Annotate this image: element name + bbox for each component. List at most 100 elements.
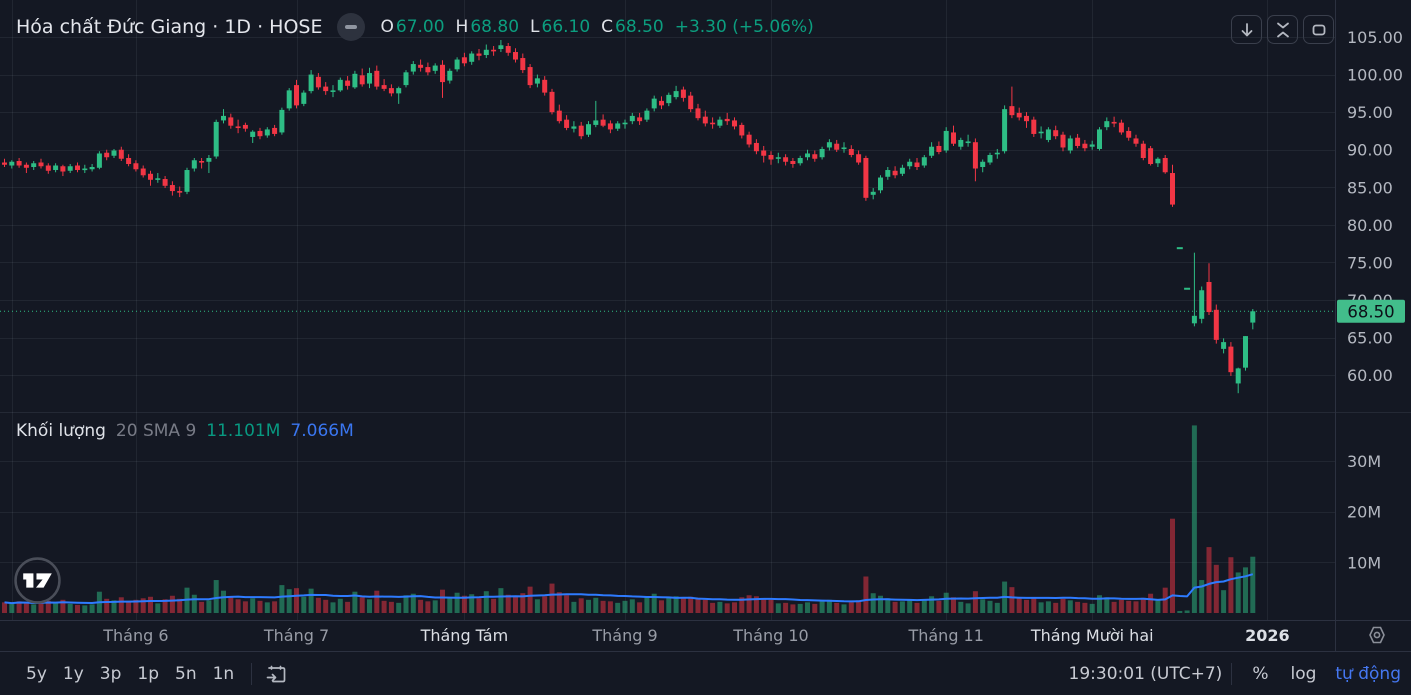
candle [169,181,175,196]
volume-bar [89,604,95,613]
volume-bar [856,600,862,613]
volume-bar [593,597,599,613]
candle [739,122,745,139]
volume-bar [965,603,971,613]
range-button-5y[interactable]: 5y [26,663,47,684]
time-axis-label[interactable]: 2026 [1245,626,1290,645]
percent-scale-button[interactable]: % [1252,663,1269,684]
volume-bar [527,586,533,613]
candle [600,114,606,128]
volume-bar [688,596,694,613]
volume-indicator-title[interactable]: Khối lượng [16,421,106,441]
candle [1206,263,1212,316]
candle [797,155,803,166]
volume-bar [951,597,956,613]
candles-layer [2,40,1256,394]
candle [929,142,935,158]
time-axis-label[interactable]: Tháng 6 [102,626,168,645]
volume-bar [60,599,66,613]
volume-bar [1184,610,1190,613]
auto-scale-button[interactable]: tự động [1335,663,1401,684]
volume-bar [315,597,321,613]
candle [191,157,197,172]
time-axis-settings-button[interactable] [1363,621,1391,649]
range-button-5d[interactable]: 5n [175,663,197,684]
candle [294,79,299,109]
volume-bar [578,598,584,613]
candle [571,121,577,133]
volume-bar [1045,601,1051,613]
scroll-to-recent-button[interactable] [1231,15,1262,44]
time-axis-label[interactable]: Tháng 11 [907,626,983,645]
range-button-1y[interactable]: 1y [62,663,84,684]
candle [31,160,37,171]
candle [337,77,343,92]
price-axis-label: 80.00 [1347,216,1393,235]
price-axis-label: 65.00 [1347,329,1393,348]
price-axis-label: 100.00 [1347,66,1403,85]
volume-bar [929,596,935,613]
tradingview-logo[interactable] [13,556,62,605]
collapse-icon [1276,22,1289,37]
range-button-1d[interactable]: 1n [212,663,235,684]
arrow-down-icon [1241,22,1252,36]
volume-bar [958,601,964,613]
range-button-3m[interactable]: 3p [99,663,122,684]
session-clock[interactable]: 19:30:01 (UTC+7) [1068,663,1223,684]
volume-axis-label: 10M [1347,553,1381,572]
volume-bar [666,597,672,613]
price-axis-label: 75.00 [1347,253,1393,272]
candle [177,186,183,198]
volume-bar [425,601,431,613]
volume-bar [651,593,657,613]
candle [89,164,95,172]
volume-bar [286,589,292,613]
candle [761,145,767,163]
volume-indicator-params: 20 SMA 9 [115,421,197,441]
candle [308,70,314,94]
candle [1075,133,1081,149]
candle [1176,247,1183,250]
volume-bar [1053,602,1059,613]
price-axis-label: 105.00 [1347,28,1403,47]
time-axis-label[interactable]: Tháng 9 [591,626,657,645]
time-axis-label[interactable]: Tháng Mười hai [1030,626,1154,645]
range-button-1m[interactable]: 1p [137,663,159,684]
main-chart[interactable]: 105.00100.0095.0090.0085.0080.0075.0070.… [0,0,1411,652]
time-axis-label[interactable]: Tháng 10 [732,626,808,645]
go-to-date-button[interactable] [261,659,291,689]
candle [943,127,949,153]
gridlines [0,0,1335,620]
candle [96,151,102,170]
candle [994,148,1000,159]
price-axis-label: 90.00 [1347,141,1393,160]
high-label: H [455,17,469,37]
collapse-pane-button[interactable] [1267,15,1298,44]
market-status-pill[interactable] [337,13,366,41]
volume-bar [111,600,117,613]
candle [987,152,993,165]
volume-bar [834,602,840,613]
candle [1191,252,1197,327]
candle [724,112,730,125]
log-scale-button[interactable]: log [1290,663,1317,684]
last-price-label-bg [1337,299,1405,323]
symbol-title[interactable]: Hóa chất Đức Giang · 1D · HOSE [16,16,323,38]
volume-axis-label: 30M [1347,452,1381,471]
maximize-pane-button[interactable] [1303,15,1334,44]
candle [491,46,497,56]
time-axis-label[interactable]: Tháng 7 [263,626,329,645]
time-axis-label[interactable]: Tháng Tám [420,626,509,645]
candle [936,141,942,155]
frame-icon [1312,24,1325,35]
candle [856,150,862,165]
volume-bar [520,593,526,613]
candle [483,44,489,59]
candle [527,64,533,89]
candle [951,125,956,146]
candle [1250,309,1256,330]
volume-bar [1024,599,1029,613]
volume-bar [118,597,124,613]
candle [228,113,234,129]
